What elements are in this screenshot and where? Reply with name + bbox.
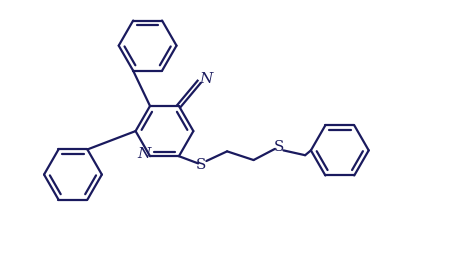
Text: S: S [196,158,206,172]
Text: N: N [138,147,151,161]
Text: S: S [274,140,284,154]
Text: N: N [199,72,213,86]
